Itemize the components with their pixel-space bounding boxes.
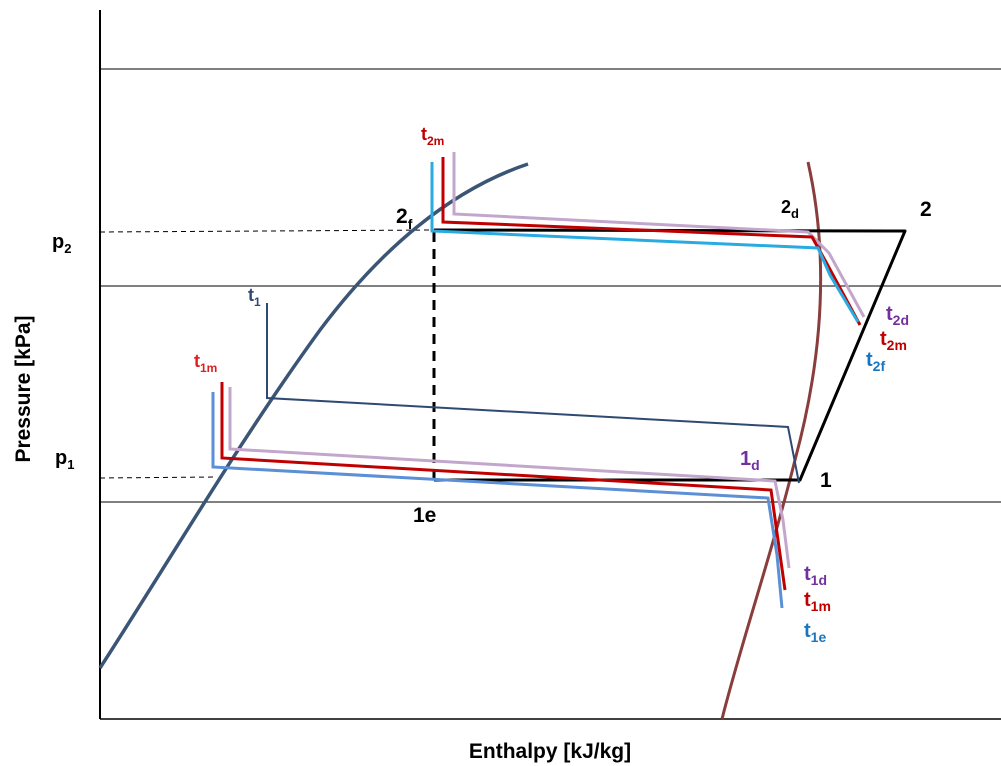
state-point-1: 1 bbox=[820, 469, 832, 492]
p1-dashed-line bbox=[99, 476, 217, 479]
t2d-label: t2d bbox=[886, 303, 909, 328]
t2m-right-label: t2m bbox=[880, 328, 907, 353]
t1e-label: t1e bbox=[804, 620, 826, 645]
blue-condenser-line bbox=[430, 162, 860, 323]
state-point-1e: 1e bbox=[413, 504, 436, 527]
t1-cycle-line bbox=[266, 303, 800, 484]
purple-condenser-line bbox=[452, 152, 866, 318]
state-point-1d: 1d bbox=[740, 448, 760, 473]
p2-label: p2 bbox=[52, 231, 71, 256]
purple-evaporator-line bbox=[228, 387, 791, 569]
saturated-liquid-curve bbox=[98, 162, 529, 669]
state-point-2d: 2d bbox=[781, 197, 799, 221]
t1m-bottom-label: t1m bbox=[804, 589, 831, 614]
t2f-label: t2f bbox=[866, 349, 885, 374]
x-axis-title: Enthalpy [kJ/kg] bbox=[469, 740, 631, 763]
red-evaporator-line bbox=[220, 382, 787, 591]
t2m-top-label: t2m bbox=[421, 124, 444, 148]
blue-evaporator-line bbox=[211, 392, 784, 609]
p2-dashed-line bbox=[99, 229, 435, 233]
ideal-cycle-line bbox=[433, 228, 907, 482]
t1d-label: t1d bbox=[804, 563, 827, 588]
red-condenser-line bbox=[441, 157, 862, 326]
p1-label: p1 bbox=[55, 447, 74, 472]
t1-label: t1 bbox=[248, 285, 261, 309]
y-axis-title: Pressure [kPa] bbox=[12, 315, 35, 462]
state-point-2: 2 bbox=[920, 198, 932, 221]
state-point-2f: 2f bbox=[396, 205, 413, 232]
t1m-left-label: t1m bbox=[194, 351, 217, 375]
